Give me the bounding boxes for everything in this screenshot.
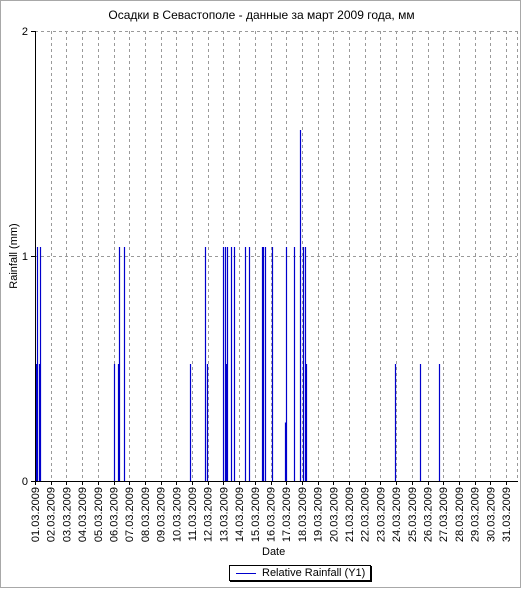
y-tick-label: 1 — [22, 251, 28, 263]
x-tick-label: 13.03.2009 — [218, 487, 230, 542]
legend-swatch — [236, 572, 256, 574]
x-tick-label: 17.03.2009 — [281, 487, 293, 542]
x-tick-label: 18.03.2009 — [297, 487, 309, 542]
x-tick-label: 02.03.2009 — [46, 487, 58, 542]
x-tick-label: 26.03.2009 — [423, 487, 435, 542]
x-tick-label: 23.03.2009 — [375, 487, 387, 542]
legend-label: Relative Rainfall (Y1) — [262, 567, 366, 579]
x-tick-label: 03.03.2009 — [61, 487, 73, 542]
x-tick-label: 08.03.2009 — [140, 487, 152, 542]
y-tick-label: 2 — [22, 26, 28, 38]
y-axis-title: Rainfall (mm) — [8, 223, 20, 289]
x-tick-label: 25.03.2009 — [407, 487, 419, 542]
x-tick-label: 27.03.2009 — [438, 487, 450, 542]
legend: Relative Rainfall (Y1) — [229, 565, 371, 581]
tick-labels: 0 1 2 01.03.2009 02.03.2009 03.03.2009 04.03.2… — [22, 26, 513, 542]
x-tick-label: 09.03.2009 — [156, 487, 168, 542]
x-tick-label: 31.03.2009 — [501, 487, 513, 542]
x-tick-label: 16.03.2009 — [266, 487, 278, 542]
x-tick-label: 01.03.2009 — [30, 487, 42, 542]
x-tick-label: 07.03.2009 — [124, 487, 136, 542]
x-tick-label: 10.03.2009 — [171, 487, 183, 542]
x-tick-label: 21.03.2009 — [344, 487, 356, 542]
x-tick-label: 05.03.2009 — [93, 487, 105, 542]
x-tick-label: 24.03.2009 — [391, 487, 403, 542]
rainfall-series — [35, 130, 441, 481]
x-tick-label: 22.03.2009 — [360, 487, 372, 542]
x-tick-label: 20.03.2009 — [328, 487, 340, 542]
x-tick-label: 14.03.2009 — [234, 487, 246, 542]
x-tick-label: 12.03.2009 — [203, 487, 215, 542]
x-tick-label: 04.03.2009 — [77, 487, 89, 542]
y-tick-label: 0 — [22, 476, 28, 488]
x-tick-label: 30.03.2009 — [485, 487, 497, 542]
chart-title: Осадки в Севастополе - данные за март 20… — [108, 8, 415, 22]
x-tick-label: 28.03.2009 — [454, 487, 466, 542]
x-axis-title: Date — [262, 546, 286, 558]
axes — [31, 31, 518, 485]
x-tick-label: 11.03.2009 — [187, 487, 199, 541]
x-tick-label: 15.03.2009 — [250, 487, 262, 542]
x-tick-label: 29.03.2009 — [470, 487, 482, 542]
x-tick-label: 06.03.2009 — [109, 487, 121, 542]
x-tick-label: 19.03.2009 — [313, 487, 325, 542]
